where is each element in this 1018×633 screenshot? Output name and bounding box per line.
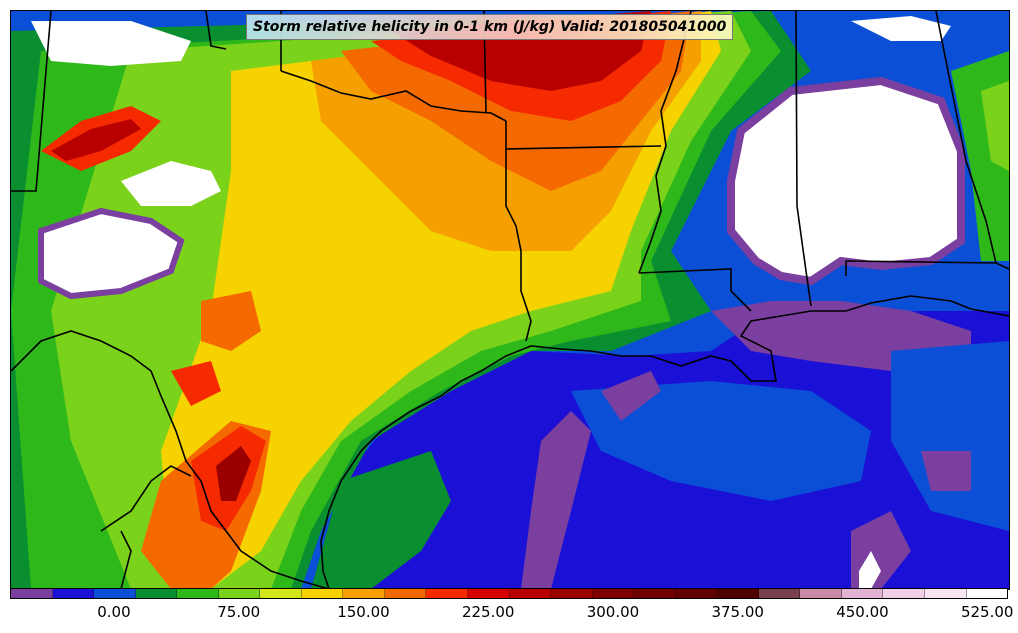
red-river-border (280, 70, 507, 122)
colorbar-swatch (966, 589, 1008, 598)
tx-la-border (505, 121, 532, 342)
al-ga-border (935, 11, 997, 264)
mexico-state-border2 (120, 530, 132, 589)
mexico-state-border (100, 465, 192, 532)
colorbar-swatch (925, 589, 967, 598)
colorbar-tick-label: 300.00 (586, 603, 640, 621)
al-fl-border (845, 260, 1009, 276)
colorbar-tick-label: 450.00 (836, 603, 889, 621)
colorbar-tick-label: 375.00 (711, 603, 764, 621)
ar-la-border (505, 145, 662, 150)
colorbar-swatch (384, 589, 427, 598)
colorbar-swatch (177, 589, 219, 598)
colorbar-swatch (135, 589, 178, 598)
nw-darkred-band (51, 119, 141, 161)
ne-white-area (851, 16, 951, 41)
colorbar-tick-label: 525.00 (960, 603, 1014, 621)
colorbar-swatch (260, 589, 302, 598)
colorbar-swatch (52, 589, 95, 598)
colorbar-swatch (426, 589, 469, 598)
gulf-white-spot (859, 551, 881, 589)
west-texas-red (171, 361, 221, 406)
mississippi-river (638, 11, 692, 274)
colorbar-swatch (883, 589, 926, 598)
colorbar-swatch (717, 589, 759, 598)
colorbar-swatch (800, 589, 842, 598)
gulf-purple-streak1 (521, 411, 591, 589)
nm-tx-border (11, 11, 52, 192)
map-title: Storm relative helicity in 0-1 km (J/kg)… (246, 14, 734, 40)
nw-purple-fringe (38, 207, 185, 300)
colorbar-ticks: 0.00 75.00 150.00 225.00 300.00 375.00 450.00 5… (10, 599, 1013, 629)
nw-white-area3 (121, 161, 221, 206)
gulf-patch-blue2 (891, 341, 1009, 531)
boundaries (11, 11, 1009, 589)
la-ms-border (638, 268, 752, 312)
colorbar (10, 588, 1008, 599)
gulf-purple-streak4 (921, 451, 971, 491)
gulf-green-tongue (311, 451, 451, 589)
colorbar-swatch (551, 589, 593, 598)
gulf-coastline (320, 295, 1009, 589)
colorbar-swatch (343, 589, 385, 598)
colorbar-tick-label: 75.00 (217, 603, 261, 621)
helicity-map (11, 11, 1009, 589)
gulf-patch-blue (571, 381, 871, 501)
rio-grande-border (11, 330, 330, 589)
colorbar-swatch (841, 589, 884, 598)
nw-white-area1 (31, 21, 191, 66)
colorbar-swatch (592, 589, 635, 598)
colorbar-swatch (675, 589, 718, 598)
colorbar-swatch (218, 589, 261, 598)
ne-lime-zone (981, 81, 1009, 171)
alabama-white-area (731, 81, 961, 281)
colorbar-swatch (301, 589, 344, 598)
nw-white-area2 (41, 211, 181, 296)
ms-al-border (795, 11, 812, 307)
colorbar-tick-label: 150.00 (337, 603, 390, 621)
west-texas-orange (201, 291, 261, 351)
colorbar-swatch (758, 589, 801, 598)
gulf-purple-streak2 (601, 371, 661, 421)
alabama-purple-fringe (727, 76, 965, 286)
south-texas-darkred (216, 446, 251, 501)
nm-top-border (205, 11, 227, 50)
colorbar-tick-label: 0.00 (97, 603, 131, 621)
helicity-field (11, 11, 1009, 589)
colorbar-tick-label: 225.00 (461, 603, 515, 621)
colorbar-swatch (468, 589, 510, 598)
colorbar-swatch (94, 589, 136, 598)
colorbar-swatch (11, 589, 53, 598)
colorbar-swatch (634, 589, 676, 598)
map-panel (10, 10, 1010, 590)
colorbar-swatch (509, 589, 552, 598)
